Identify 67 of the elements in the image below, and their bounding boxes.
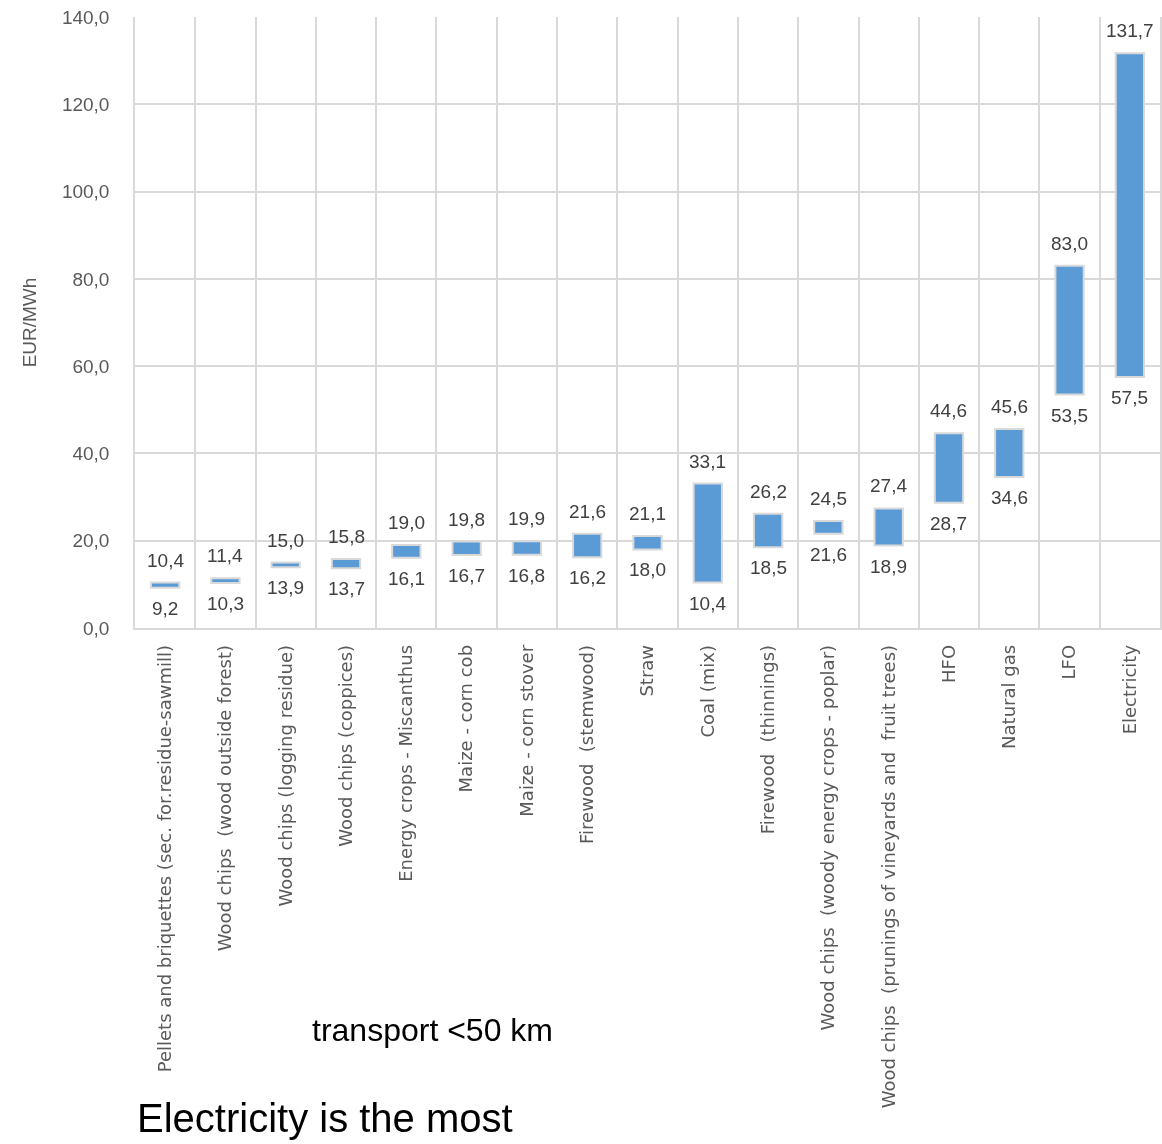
annotation: 33,1 bbox=[689, 451, 726, 472]
annotation: 18,5 bbox=[750, 557, 787, 578]
annotation: 131,7 bbox=[1106, 20, 1154, 41]
annotation: 19,9 bbox=[508, 508, 545, 529]
annotation: 34,6 bbox=[991, 487, 1028, 508]
bar bbox=[210, 577, 241, 585]
annotation: 21,1 bbox=[629, 503, 666, 524]
annotation: 10,4 bbox=[689, 593, 727, 614]
annotation: 16,2 bbox=[569, 567, 606, 588]
y-tick-label: 100,0 bbox=[61, 181, 110, 203]
annotation: 57,5 bbox=[1111, 387, 1148, 408]
x-tick-label: Coal (mix) bbox=[696, 644, 718, 738]
annotation: 13,7 bbox=[328, 578, 365, 599]
x-tick-label: Firewood (stemwood) bbox=[576, 644, 598, 844]
bar bbox=[813, 520, 844, 535]
bar bbox=[330, 558, 362, 570]
text: transport <50 km bbox=[312, 1012, 553, 1048]
x-tick-label: HFO bbox=[937, 644, 959, 684]
annotation: 19,0 bbox=[388, 512, 425, 533]
bar bbox=[149, 581, 181, 589]
annotation: 21,6 bbox=[569, 501, 606, 522]
y-tick-label: 40,0 bbox=[72, 443, 110, 465]
x-tick-label: LFO bbox=[1058, 644, 1080, 680]
x-tick-label: Electricity bbox=[1118, 644, 1140, 735]
y-tick-label: 20,0 bbox=[72, 530, 110, 552]
annotation: 16,1 bbox=[388, 568, 425, 589]
x-tick-label: Firewood (thinnings) bbox=[756, 644, 778, 835]
annotation: 26,2 bbox=[750, 481, 787, 502]
y-axis-title: EUR/MWh bbox=[19, 277, 41, 368]
annotation: 44,6 bbox=[930, 400, 967, 421]
x-tick-label: Wood chips (logging residue) bbox=[274, 644, 296, 907]
annotation: 16,8 bbox=[508, 565, 545, 586]
y-tick-label: 80,0 bbox=[72, 268, 110, 290]
x-tick-label: Wood chips (wood outside forest) bbox=[214, 644, 236, 952]
annotation: 10,4 bbox=[147, 550, 185, 571]
annotation: 15,0 bbox=[267, 530, 304, 551]
x-tick-label: Pellets and briquettes (sec. for.residue-sawmill) bbox=[154, 644, 175, 1073]
x-tick-label: Maize - corn stover bbox=[515, 644, 537, 817]
y-tick-label: 120,0 bbox=[61, 93, 110, 115]
x-tick-label: Straw bbox=[636, 644, 658, 697]
x-tick-label: Energy crops - Miscanthus bbox=[395, 644, 417, 882]
x-tick-label: Maize - corn cob bbox=[455, 644, 477, 793]
x-tick-label: Natural gas bbox=[998, 644, 1020, 749]
annotation: 28,7 bbox=[930, 513, 967, 534]
x-tick-label: Wood chips (coppices) bbox=[334, 644, 356, 847]
bar bbox=[391, 544, 422, 559]
x-tick-label: Wood chips (prunings of vineyards and fruit trees) bbox=[877, 644, 899, 1109]
y-tick-label: 0,0 bbox=[83, 617, 110, 639]
annotation: 13,9 bbox=[267, 577, 304, 598]
annotation: 21,6 bbox=[810, 544, 847, 565]
annotation: 18,9 bbox=[870, 556, 907, 577]
annotation: 15,8 bbox=[328, 526, 365, 547]
annotation: 9,2 bbox=[152, 598, 179, 619]
annotation: 83,0 bbox=[1051, 233, 1088, 254]
annotation: 45,6 bbox=[991, 396, 1028, 417]
annotation: 10,3 bbox=[207, 593, 244, 614]
x-tick-label: Wood chips (woody energy crops - poplar) bbox=[817, 644, 839, 1031]
y-tick-label: 140,0 bbox=[61, 6, 110, 28]
annotation: 16,7 bbox=[448, 565, 485, 586]
annotation: 27,4 bbox=[870, 475, 908, 496]
annotation: 53,5 bbox=[1051, 405, 1088, 426]
annotation: 19,8 bbox=[448, 509, 485, 530]
y-tick-label: 60,0 bbox=[72, 355, 110, 377]
annotation: 18,0 bbox=[629, 559, 666, 580]
text: Electricity is the most bbox=[137, 1096, 513, 1140]
annotation: 11,4 bbox=[207, 545, 243, 566]
annotation: 24,5 bbox=[810, 488, 847, 509]
